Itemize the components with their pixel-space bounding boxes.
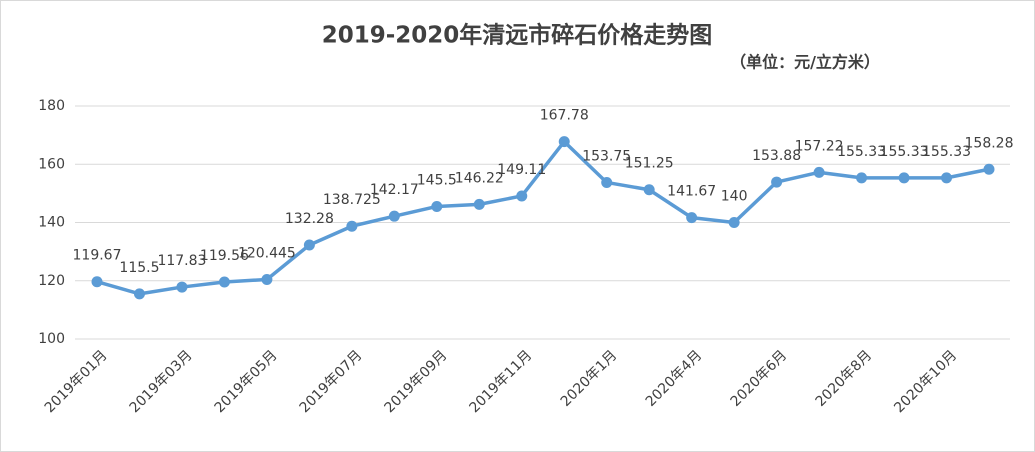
data-point [686,212,698,224]
data-label: 117.83 [157,253,206,269]
data-label: 140 [721,189,748,205]
data-point [856,172,868,184]
data-label: 142.17 [370,182,419,198]
data-point [813,166,825,178]
data-label: 141.67 [667,184,716,200]
data-point [728,217,740,228]
data-point [983,163,995,175]
data-point [303,239,315,251]
y-tick-label: 100 [38,331,65,347]
data-label: 153.75 [582,148,631,164]
data-point [601,176,613,188]
data-point [218,276,230,288]
chart-title: 2019-2020年清远市碎石价格走势图 [322,22,713,49]
data-label: 145.5 [417,172,457,188]
data-label: 132.28 [285,211,334,227]
data-label: 155.33 [837,144,886,160]
data-label: 153.88 [752,148,801,164]
y-tick-label: 140 [38,215,65,231]
data-label: 138.725 [323,192,381,208]
y-tick-label: 180 [38,98,65,114]
data-point [133,288,145,300]
y-tick-label: 160 [38,156,65,172]
line-series [96,139,990,296]
data-point [643,184,655,196]
y-tick-label: 120 [38,273,65,289]
data-point [176,281,188,293]
data-label: 151.25 [625,156,674,172]
data-label: 119.67 [73,248,122,264]
data-label: 115.5 [119,260,159,276]
data-point [346,220,358,232]
data-point [516,190,528,202]
data-label: 149.11 [497,162,546,178]
data-point [431,200,443,212]
data-label: 158.28 [965,135,1014,151]
data-point [388,210,400,222]
data-point [941,172,953,184]
data-point [898,172,910,184]
data-point [473,198,485,210]
data-label: 155.33 [880,144,929,160]
data-label: 119.56 [200,248,249,264]
data-point [261,273,273,285]
data-point [91,276,103,288]
data-label: 167.78 [540,108,589,124]
data-label: 155.33 [922,144,971,160]
data-label: 120.445 [238,245,296,261]
data-point [771,176,783,188]
chart-subtitle: （单位：元/立方米） [730,53,880,72]
data-label: 146.22 [455,170,504,186]
data-label: 157.22 [795,138,844,154]
data-point [558,136,570,148]
